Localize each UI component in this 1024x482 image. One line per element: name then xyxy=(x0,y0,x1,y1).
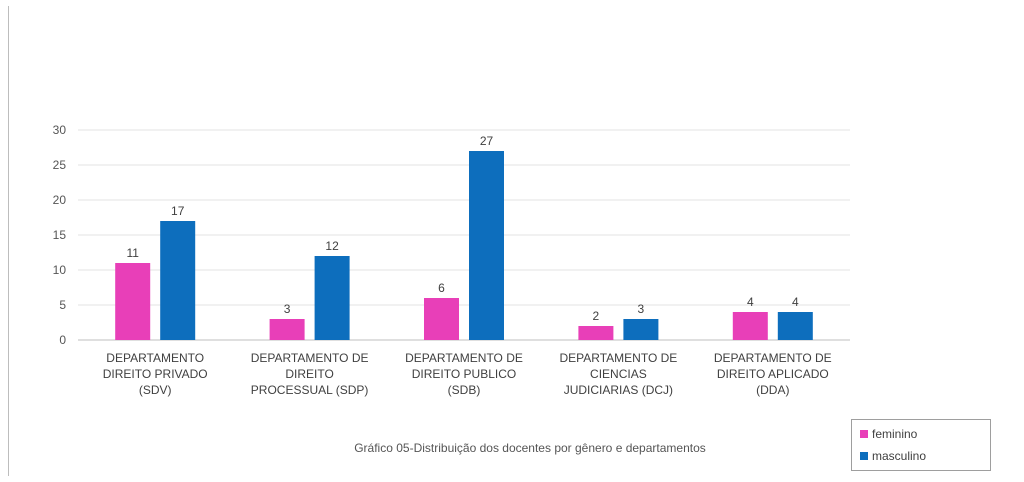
x-tick-label: JUDICIARIAS (DCJ) xyxy=(564,383,673,397)
x-tick-label: DEPARTAMENTO DE xyxy=(714,351,832,365)
data-label: 17 xyxy=(171,204,185,218)
x-tick-label: (SDV) xyxy=(139,383,172,397)
data-label: 6 xyxy=(438,281,445,295)
legend-swatch-feminino xyxy=(860,430,868,438)
data-label: 27 xyxy=(480,134,494,148)
bar-feminino xyxy=(424,298,459,340)
legend-label-feminino: feminino xyxy=(872,427,918,441)
x-tick-label: (SDB) xyxy=(448,383,481,397)
data-label: 4 xyxy=(747,295,754,309)
y-tick-label: 15 xyxy=(53,228,67,242)
x-tick-label: PROCESSUAL (SDP) xyxy=(251,383,369,397)
x-tick-label: DEPARTAMENTO DE xyxy=(251,351,369,365)
chart-caption: Gráfico 05-Distribuição dos docentes por… xyxy=(354,441,706,455)
bar-masculino xyxy=(777,312,813,340)
data-label: 2 xyxy=(593,309,600,323)
x-tick-label: DEPARTAMENTO DE xyxy=(405,351,523,365)
bar-feminino xyxy=(269,319,305,340)
x-tick-label: DIREITO PRIVADO xyxy=(103,367,208,381)
y-tick-label: 20 xyxy=(53,193,67,207)
bar-masculino xyxy=(160,221,196,340)
y-tick-label: 5 xyxy=(59,298,66,312)
data-label: 4 xyxy=(792,295,799,309)
legend: feminino masculino xyxy=(851,419,991,471)
bar-feminino xyxy=(732,312,768,340)
x-tick-label: DIREITO APLICADO xyxy=(717,367,829,381)
data-label: 11 xyxy=(126,246,139,260)
legend-item-feminino: feminino xyxy=(860,426,917,442)
bar-feminino xyxy=(115,263,151,340)
bar-masculino xyxy=(314,256,350,340)
bar-masculino xyxy=(623,319,659,340)
legend-label-masculino: masculino xyxy=(872,449,927,463)
bar-feminino xyxy=(578,326,614,340)
left-border xyxy=(8,6,9,476)
x-tick-label: DEPARTAMENTO xyxy=(106,351,204,365)
legend-item-masculino: masculino xyxy=(860,448,926,464)
y-tick-label: 30 xyxy=(53,123,67,137)
x-tick-label: (DDA) xyxy=(756,383,789,397)
legend-swatch-masculino xyxy=(860,452,868,460)
bar-masculino xyxy=(469,151,504,340)
x-tick-label: CIENCIAS xyxy=(590,367,647,381)
y-tick-label: 10 xyxy=(53,263,67,277)
data-label: 12 xyxy=(325,239,339,253)
y-tick-label: 0 xyxy=(59,333,66,347)
x-tick-label: DIREITO PUBLICO xyxy=(412,367,516,381)
x-tick-label: DIREITO xyxy=(285,367,333,381)
data-label: 3 xyxy=(638,302,645,316)
y-tick-label: 25 xyxy=(53,158,67,172)
data-label: 3 xyxy=(284,302,291,316)
x-tick-label: DEPARTAMENTO DE xyxy=(560,351,678,365)
